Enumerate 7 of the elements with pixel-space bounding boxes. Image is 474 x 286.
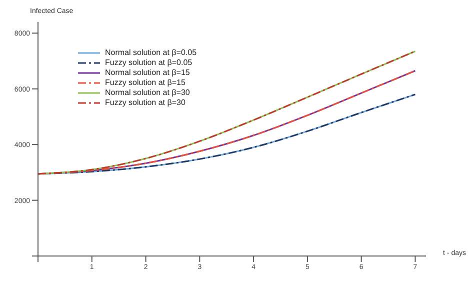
legend-label: Normal solution at β=0.05 xyxy=(105,48,197,58)
legend-label: Normal solution at β=15 xyxy=(105,68,190,78)
legend-label: Fuzzy solution at β=15 xyxy=(105,78,186,88)
line-series xyxy=(38,50,416,175)
legend-label: Fuzzy solution at β=0.05 xyxy=(105,58,192,68)
legend-label: Fuzzy solution at β=30 xyxy=(105,98,186,108)
legend-label: Normal solution at β=30 xyxy=(105,88,190,98)
